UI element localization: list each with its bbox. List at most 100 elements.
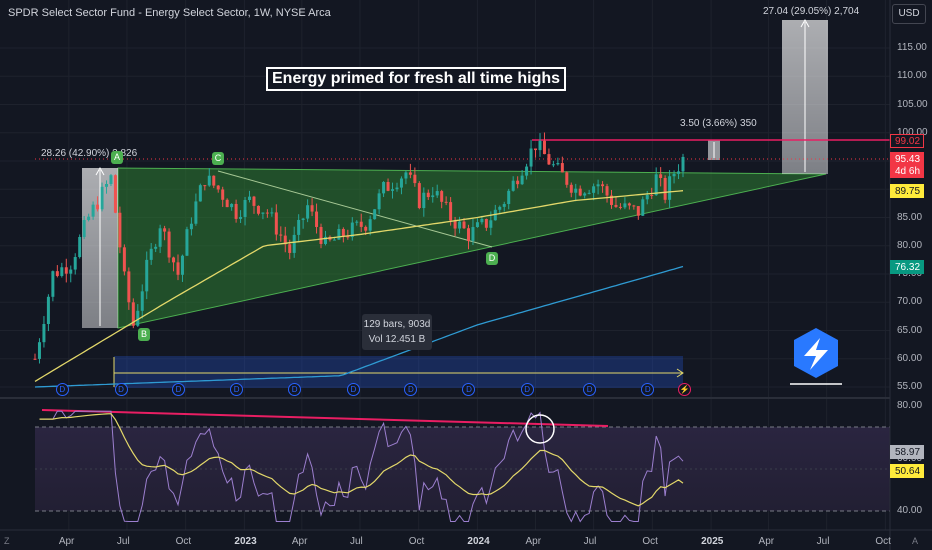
candle-body xyxy=(377,193,381,210)
candle-body xyxy=(113,175,117,213)
candle-body xyxy=(601,184,605,187)
candle-body xyxy=(668,176,672,200)
candle-body xyxy=(172,257,176,263)
candle-body xyxy=(145,259,149,292)
candle-body xyxy=(283,235,287,245)
candle-body xyxy=(78,236,82,258)
candle-body xyxy=(122,247,126,272)
candle-body xyxy=(207,175,211,186)
candle-body xyxy=(256,205,260,214)
candle-body xyxy=(60,267,64,276)
candle-body xyxy=(516,180,520,185)
candle-body xyxy=(395,187,399,190)
candle-body xyxy=(163,228,167,232)
dividend-badge[interactable]: D xyxy=(172,383,185,396)
candle-body xyxy=(391,189,395,191)
candle-body xyxy=(69,269,73,274)
candle-body xyxy=(520,175,524,185)
candle-body xyxy=(323,236,327,244)
range-vol-label: Vol 12.451 B xyxy=(368,334,426,345)
candle-body xyxy=(230,203,234,208)
zoom-corner-label[interactable]: Z xyxy=(4,536,10,546)
candle-body xyxy=(127,271,131,303)
x-tick-label: Apr xyxy=(758,536,775,547)
candle-body xyxy=(677,171,681,174)
price-label-countdown: 4d 6h xyxy=(890,164,924,178)
candle-body xyxy=(565,172,569,185)
candle-body xyxy=(359,221,363,227)
candle-body xyxy=(248,196,252,200)
candle-body xyxy=(82,220,86,237)
candle-body xyxy=(574,188,578,193)
candle-body xyxy=(310,205,314,212)
candle-body xyxy=(149,248,153,260)
price-label-current: 95.43 xyxy=(890,152,924,166)
x-tick-label: 2024 xyxy=(467,536,490,547)
x-tick-label: 2023 xyxy=(234,536,257,547)
candle-body xyxy=(623,203,627,208)
pattern-move-label: 28.26 (42.90%) 2,826 xyxy=(41,148,138,159)
candle-body xyxy=(587,192,591,194)
flash-icon[interactable]: ⚡ xyxy=(678,383,691,396)
candle-body xyxy=(399,178,403,188)
currency-button[interactable]: USD xyxy=(892,4,926,24)
auto-scale-label[interactable]: A xyxy=(912,536,919,546)
candle-body xyxy=(55,271,59,276)
candle-body xyxy=(341,228,345,237)
candle-body xyxy=(109,175,113,184)
dividend-badge[interactable]: D xyxy=(520,383,534,396)
candle-body xyxy=(297,219,301,235)
breakout-move-label: 3.50 (3.66%) 350 xyxy=(680,118,757,129)
rsi-ma-line xyxy=(39,413,684,507)
rsi-divergence-line xyxy=(41,409,609,427)
x-tick-label: Apr xyxy=(291,536,308,547)
candle-body xyxy=(458,221,462,229)
x-tick-label: 2025 xyxy=(701,536,724,547)
dividend-badge[interactable]: D xyxy=(346,383,360,396)
candle-body xyxy=(261,212,265,214)
candle-body xyxy=(274,212,278,235)
y-tick-label: 115.00 xyxy=(897,42,927,53)
candle-body xyxy=(288,244,292,253)
candle-body xyxy=(373,209,377,220)
dividend-badge[interactable]: D xyxy=(230,383,244,396)
brand-logo-icon xyxy=(776,326,846,386)
dividend-badge[interactable]: D xyxy=(583,383,597,396)
candle-body xyxy=(265,212,269,214)
candle-body xyxy=(609,195,613,205)
dividend-badge[interactable]: D xyxy=(404,383,418,396)
x-tick-label: Jul xyxy=(583,536,597,547)
dividend-badge[interactable]: D xyxy=(288,383,302,396)
candle-body xyxy=(382,182,386,194)
x-tick-label: Oct xyxy=(175,536,192,547)
candle-body xyxy=(180,255,184,275)
candle-body xyxy=(525,166,529,176)
candle-body xyxy=(270,212,274,214)
x-tick-label: Jul xyxy=(349,536,363,547)
x-tick-label: Oct xyxy=(875,536,891,547)
candle-body xyxy=(158,228,162,247)
candle-body xyxy=(319,226,323,244)
candle-body xyxy=(627,203,631,206)
candle-body xyxy=(605,186,609,196)
candle-body xyxy=(216,185,220,190)
candle-body xyxy=(681,156,685,172)
candle-body xyxy=(64,267,68,274)
candle-body xyxy=(51,271,55,297)
rsi-tick-label: 80.00 xyxy=(897,400,923,411)
y-tick-label: 105.00 xyxy=(897,98,928,110)
dividend-badge[interactable]: D xyxy=(462,383,476,396)
candle-body xyxy=(131,302,135,326)
y-tick-label: 80.00 xyxy=(897,239,923,251)
headline: Energy primed for fresh all time highs xyxy=(266,67,567,91)
date-range-box xyxy=(114,356,683,388)
dividend-badge[interactable]: D xyxy=(114,383,128,396)
candle-body xyxy=(212,175,216,186)
candle-body xyxy=(636,206,640,216)
point-c-badge: C xyxy=(212,152,224,165)
rsi-peak-circle xyxy=(525,414,555,444)
dividend-badge[interactable]: D xyxy=(55,383,69,396)
rsi-band xyxy=(35,427,890,511)
dividend-badge[interactable]: D xyxy=(641,383,655,396)
point-b-badge: B xyxy=(138,328,150,341)
